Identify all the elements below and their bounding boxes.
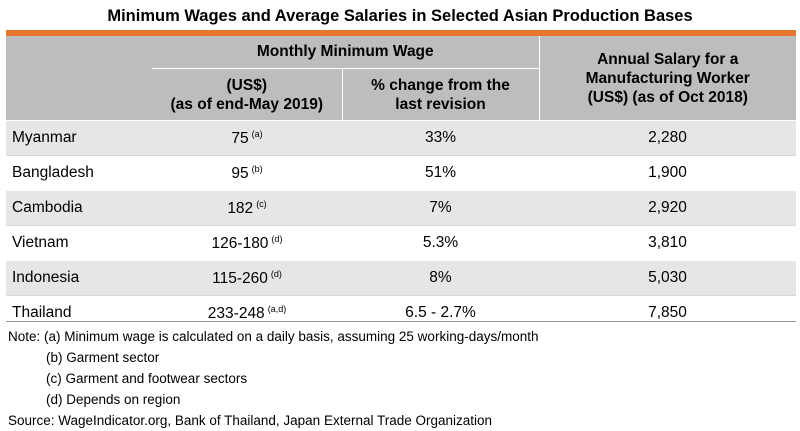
country-cell: Vietnam xyxy=(6,225,152,261)
wage-cell: 233-248 (a,d) xyxy=(152,295,342,330)
wage-value: 182 xyxy=(227,199,254,217)
wage-value: 233-248 xyxy=(207,304,265,322)
source-line: Source: WageIndicator.org, Bank of Thail… xyxy=(8,413,493,428)
country-cell: Thailand xyxy=(6,295,152,330)
footnote-d: (d) Depends on region xyxy=(46,392,181,407)
wage-value: 126-180 xyxy=(211,234,269,252)
header-country-empty xyxy=(6,36,152,121)
accent-bar xyxy=(6,30,796,36)
wage-cell: 182 (c) xyxy=(152,190,342,226)
header-usd-line1: (US$) xyxy=(226,76,267,94)
header-annual-line2: Manufacturing Worker xyxy=(585,69,750,87)
table-row: Thailand 233-248 (a,d) 6.5 - 2.7% 7,850 xyxy=(6,295,796,330)
salary-cell: 3,810 xyxy=(539,225,796,261)
table-bottom-rule xyxy=(6,321,796,322)
note-ref: (d) xyxy=(270,268,282,279)
footnote-c: (c) Garment and footwear sectors xyxy=(46,371,248,386)
header-usd-line2: (as of end-May 2019) xyxy=(170,95,323,113)
change-cell: 5.3% xyxy=(342,225,539,261)
wage-cell: 75 (a) xyxy=(152,120,342,156)
header-change: % change from the last revision xyxy=(341,68,539,121)
wage-value: 115-260 xyxy=(212,269,268,287)
country-cell: Bangladesh xyxy=(6,155,152,191)
table-row: Bangladesh 95 (b) 51% 1,900 xyxy=(6,155,796,191)
change-cell: 8% xyxy=(342,260,539,296)
header-annual-line1: Annual Salary for a xyxy=(597,50,739,68)
note-ref: (d) xyxy=(271,233,283,244)
country-cell: Myanmar xyxy=(6,120,152,156)
footnote-a: Note: (a) Minimum wage is calculated on … xyxy=(8,329,539,344)
salary-cell: 2,920 xyxy=(539,190,796,226)
header-annual-salary: Annual Salary for a Manufacturing Worker… xyxy=(538,36,796,121)
wage-value: 75 xyxy=(231,129,249,147)
wage-value: 95 xyxy=(231,164,249,182)
header-monthly-minimum-wage: Monthly Minimum Wage xyxy=(152,36,539,69)
note-ref: (a) xyxy=(251,128,263,139)
change-cell: 6.5 - 2.7% xyxy=(342,295,539,330)
note-ref: (a,d) xyxy=(267,303,287,314)
header-change-line1: % change from the xyxy=(371,76,510,94)
table-title: Minimum Wages and Average Salaries in Se… xyxy=(107,7,693,25)
footnote-b: (b) Garment sector xyxy=(46,350,160,365)
salary-cell: 1,900 xyxy=(539,155,796,191)
wage-cell: 126-180 (d) xyxy=(152,225,342,261)
country-cell: Cambodia xyxy=(6,190,152,226)
wages-table: Monthly Minimum Wage Annual Salary for a… xyxy=(6,36,796,330)
header-usd: (US$) (as of end-May 2019) xyxy=(152,68,342,121)
header-annual-line3: (US$) (as of Oct 2018) xyxy=(587,88,748,106)
wage-cell: 115-260 (d) xyxy=(152,260,342,296)
note-ref: (c) xyxy=(256,198,267,209)
salary-cell: 2,280 xyxy=(539,120,796,156)
change-cell: 7% xyxy=(342,190,539,226)
wage-cell: 95 (b) xyxy=(152,155,342,191)
table-row: Vietnam 126-180 (d) 5.3% 3,810 xyxy=(6,225,796,261)
table-row: Myanmar 75 (a) 33% 2,280 xyxy=(6,120,796,156)
salary-cell: 7,850 xyxy=(539,295,796,330)
change-cell: 51% xyxy=(342,155,539,191)
table-row: Indonesia 115-260 (d) 8% 5,030 xyxy=(6,260,796,296)
header-change-line2: last revision xyxy=(395,95,486,113)
country-cell: Indonesia xyxy=(6,260,152,296)
change-cell: 33% xyxy=(342,120,539,156)
table-row: Cambodia 182 (c) 7% 2,920 xyxy=(6,190,796,226)
note-ref: (b) xyxy=(251,163,263,174)
salary-cell: 5,030 xyxy=(539,260,796,296)
footnotes: Note: (a) Minimum wage is calculated on … xyxy=(8,326,539,431)
